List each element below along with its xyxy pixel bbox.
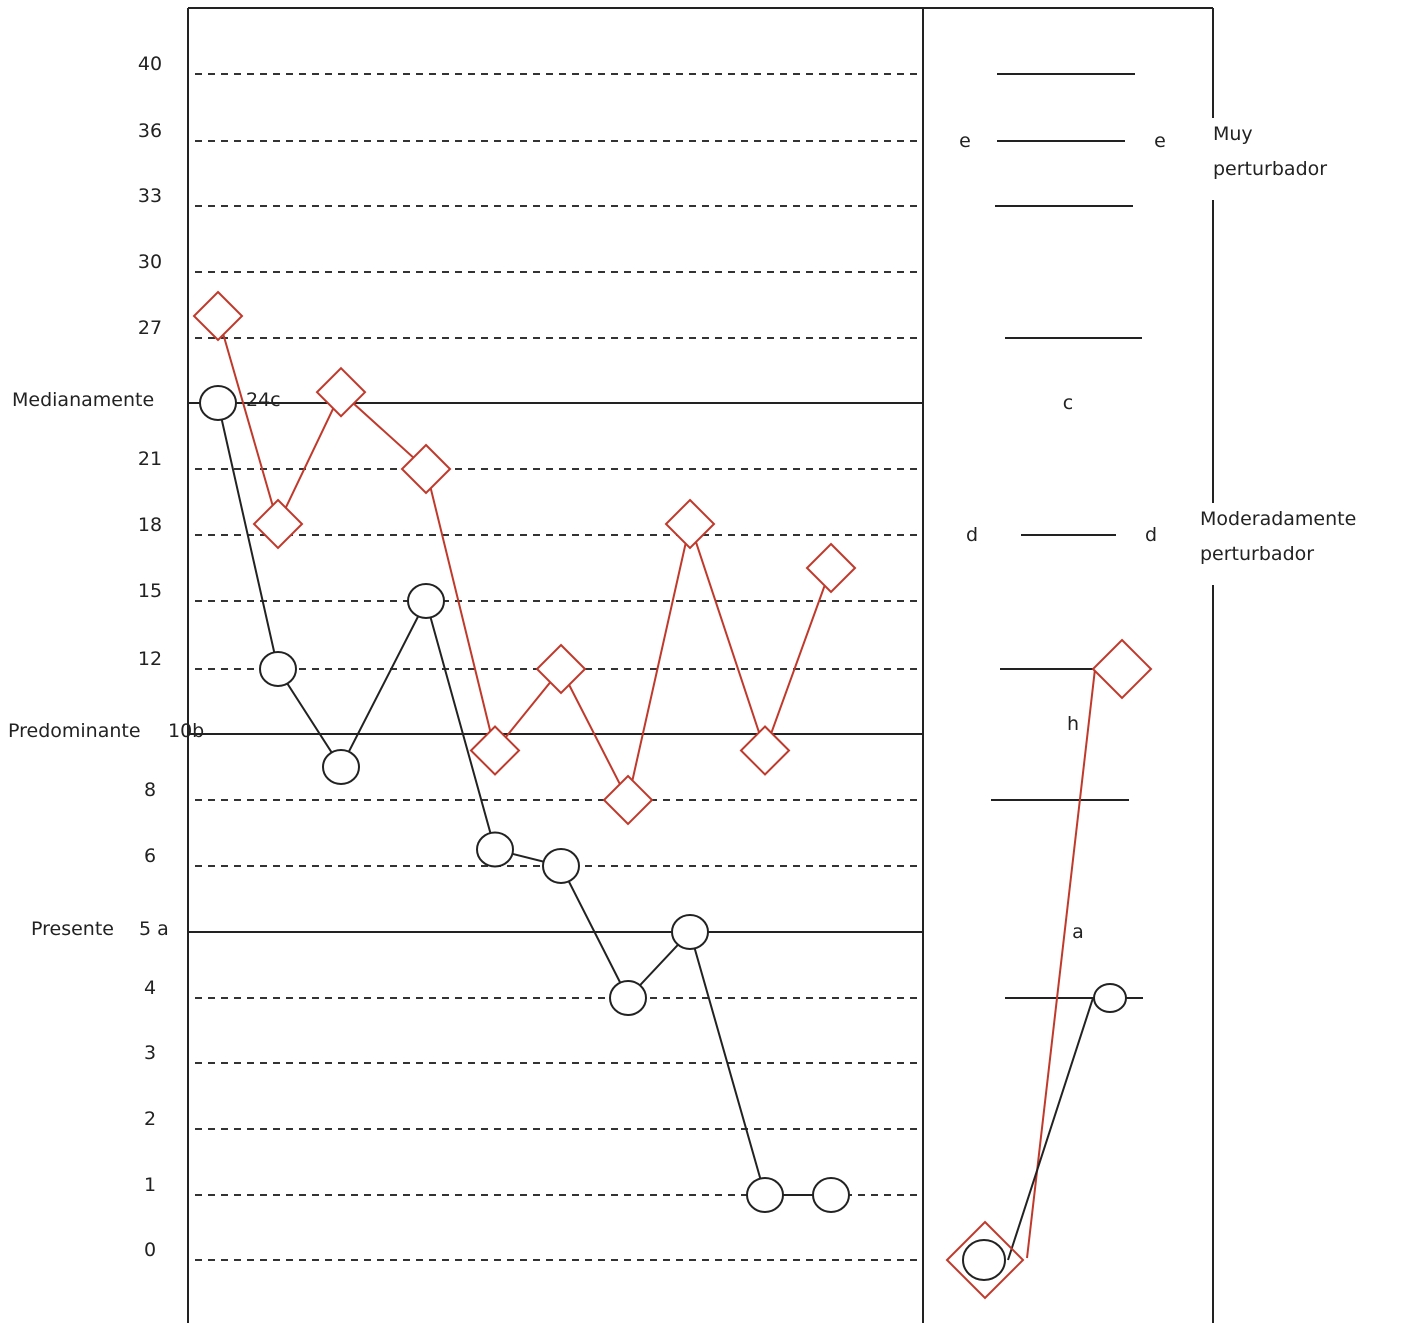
circle-marker [542, 848, 580, 884]
side-diamond-marker [1091, 638, 1153, 700]
circle-marker [476, 831, 514, 868]
y-tick-label: 12 [138, 648, 162, 670]
diamond-marker [469, 725, 521, 776]
side-annotation: Muy [1213, 123, 1253, 145]
diamond-marker [602, 774, 654, 826]
diamond-marker [252, 498, 304, 550]
side-letter-label: d [1145, 524, 1157, 546]
side-circle-marker [1093, 983, 1127, 1013]
y-tick-label: 3 [144, 1042, 156, 1064]
circle-marker [259, 651, 297, 687]
circle-marker [609, 980, 647, 1016]
level-label: Medianamente [12, 389, 154, 411]
y-tick-label: 0 [144, 1239, 156, 1261]
y-tick-label: 33 [138, 185, 162, 207]
side-annotation: perturbador [1200, 543, 1314, 565]
y-tick-label: 18 [138, 514, 162, 536]
circle-series-line [217, 402, 831, 1196]
level-label: Predominante [8, 720, 141, 742]
diamond-series-line [217, 315, 832, 803]
side-diamond-line [1026, 668, 1096, 1259]
side-letter-label: a [1072, 921, 1084, 943]
y-tick-label: 4 [144, 977, 156, 999]
circle-marker [746, 1177, 784, 1213]
side-circle-line [1007, 997, 1094, 1261]
level-label: Presente [31, 918, 114, 940]
diamond-marker [192, 290, 244, 342]
diamond-marker [805, 542, 857, 594]
level-code: 10b [168, 720, 204, 742]
y-tick-label: 21 [138, 448, 162, 470]
y-tick-label: 27 [138, 317, 162, 339]
side-diamond-marker [945, 1220, 1025, 1300]
diamond-marker [400, 443, 452, 495]
y-tick-label: 2 [144, 1108, 156, 1130]
y-tick-label: 6 [144, 845, 156, 867]
circle-marker [199, 385, 237, 421]
level-code: 5 a [139, 918, 169, 940]
side-letter-label: h [1067, 713, 1079, 735]
y-tick-label: 15 [138, 580, 162, 602]
side-annotation: perturbador [1213, 158, 1327, 180]
y-tick-label: 8 [144, 779, 156, 801]
annotation-knockout [1205, 118, 1403, 200]
circle-marker [812, 1177, 850, 1213]
circle-marker [407, 583, 445, 619]
diamond-marker [664, 498, 716, 550]
annotation-knockout [1205, 503, 1403, 585]
y-tick-label: 1 [144, 1174, 156, 1196]
circle-marker [671, 914, 709, 950]
diamond-marker [315, 366, 367, 418]
side-circle-marker [962, 1239, 1006, 1281]
side-letter-label: d [966, 524, 978, 546]
y-tick-label: 40 [138, 53, 162, 75]
side-letter-label: c [1063, 392, 1073, 414]
y-tick-label: 30 [138, 251, 162, 273]
side-letter-label: e [1154, 130, 1166, 152]
side-annotation: Moderadamente [1200, 508, 1356, 530]
level-code: 24c [246, 389, 281, 411]
diamond-marker [535, 643, 587, 695]
diamond-marker [739, 725, 791, 776]
y-tick-label: 36 [138, 120, 162, 142]
circle-marker [322, 749, 360, 785]
side-letter-label: e [959, 130, 971, 152]
